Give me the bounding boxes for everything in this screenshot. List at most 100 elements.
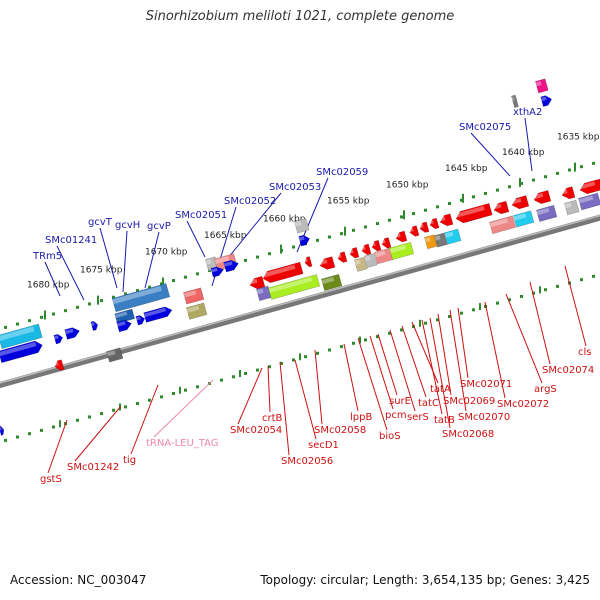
gene-feature[interactable] [186,302,208,320]
gene-feature[interactable] [394,230,408,243]
gene-label[interactable]: gcvT [88,217,113,228]
gene-feature[interactable] [116,318,133,333]
gene-feature[interactable] [564,199,580,216]
scale-ticks: 1680 kbp 1675 kbp 1670 kbp 1665 kbp 1660 kbp… [27,133,600,428]
gene-feature[interactable] [418,221,430,234]
gene-feature[interactable] [511,94,519,109]
gene-label[interactable]: xthA2 [513,107,542,118]
gene-label[interactable]: gcvP [147,221,171,232]
gene-feature[interactable] [64,326,81,340]
gene-feature[interactable] [424,234,438,250]
gene-label[interactable]: SMc02052 [224,196,276,207]
gene-feature[interactable] [354,256,368,272]
gene-feature-gcvP[interactable] [111,283,171,313]
gene-label[interactable]: crtB [262,413,283,424]
gene-feature[interactable] [578,178,600,196]
gene-label[interactable]: SMc01241 [45,235,97,246]
gene-feature[interactable] [268,274,321,300]
gene-feature[interactable] [578,192,600,211]
gene-label[interactable]: SMc02059 [316,167,368,178]
gene-label[interactable]: SMc02072 [497,399,549,410]
gene-feature[interactable] [536,204,558,223]
gene-feature-blue[interactable] [0,339,44,364]
gene-feature[interactable] [513,210,535,228]
gene-feature[interactable] [183,287,205,305]
gene-feature[interactable] [428,217,440,230]
gene-feature[interactable] [256,285,272,302]
gene-label[interactable]: SMc02069 [443,396,495,407]
gene-label[interactable]: tRNA-LEU_TAG [146,438,219,449]
gene-feature[interactable] [298,234,311,247]
gene-feature[interactable] [106,347,124,363]
scale-tick-mark [162,277,164,287]
gene-label[interactable]: tig [123,455,136,466]
gene-feature[interactable] [223,259,240,273]
gene-feature[interactable] [492,200,510,215]
gene-label[interactable]: cls [578,347,592,358]
gene-feature[interactable] [380,237,392,249]
gene-feature[interactable] [321,273,343,292]
gene-label[interactable]: SMc02071 [460,379,512,390]
gene-feature[interactable] [210,265,225,278]
gene-feature[interactable] [0,425,5,436]
gene-feature[interactable] [532,190,552,205]
gene-feature[interactable] [90,320,99,332]
gene-label[interactable]: SMc02074 [542,365,594,376]
gene-label[interactable]: SMc01242 [67,462,119,473]
gene-feature-cyan[interactable] [0,323,43,350]
gene-label[interactable]: tatA [430,384,451,395]
leader-line [314,349,323,425]
gene-feature[interactable] [374,247,394,265]
gene-feature[interactable] [303,256,313,268]
gene-label[interactable]: pcm [385,410,407,421]
gene-feature[interactable] [454,202,493,224]
gene-label[interactable]: surE [389,396,411,407]
gene-feature[interactable] [510,195,530,211]
gene-feature[interactable] [360,243,372,256]
gene-feature[interactable] [261,261,304,284]
gene-label[interactable]: gcvH [115,220,140,231]
gene-feature[interactable] [535,78,549,94]
gene-feature[interactable] [336,251,348,264]
gene-label[interactable]: gstS [40,474,62,485]
gene-label[interactable]: lppB [350,412,372,423]
scale-tick-mark [479,303,481,311]
gene-label[interactable]: serS [407,412,429,423]
gene-feature[interactable] [444,228,462,245]
gene-feature[interactable] [53,359,65,372]
gene-label[interactable]: secD1 [308,440,339,451]
gene-feature[interactable] [489,215,517,235]
gene-label[interactable]: argS [534,384,557,395]
gene-feature[interactable] [318,256,336,271]
gene-label[interactable]: SMc02070 [458,412,510,423]
gene-feature[interactable] [143,305,174,323]
gene-label[interactable]: SMc02068 [442,429,494,440]
gene-feature[interactable] [364,253,378,269]
gene-label[interactable]: TRm5 [32,251,62,262]
gene-label[interactable]: SMc02056 [281,456,333,467]
scale-tick-mark [44,310,46,320]
gene-feature[interactable] [560,186,576,201]
gene-feature[interactable] [438,213,454,228]
gene-feature[interactable] [248,275,266,290]
gene-feature[interactable] [53,333,64,345]
gene-feature[interactable] [434,232,448,248]
gene-label[interactable]: SMc02058 [314,425,366,436]
gene-feature[interactable] [114,308,136,324]
gene-label[interactable]: SMc02054 [230,425,282,436]
gene-label[interactable]: SMc02075 [459,122,511,133]
gene-label[interactable]: SMc02051 [175,210,227,221]
gene-feature[interactable] [408,225,420,238]
gene-feature[interactable] [370,239,382,252]
leader-line [449,309,467,412]
gene-label[interactable]: bioS [379,431,401,442]
gene-feature[interactable] [540,94,553,107]
gene-feature[interactable] [389,241,415,261]
gene-feature[interactable] [294,218,310,234]
gene-feature[interactable] [348,247,360,259]
gene-label[interactable]: SMc02053 [269,182,321,193]
gene-label[interactable]: tatB [434,415,455,426]
gene-feature[interactable] [135,314,146,326]
gene-label[interactable]: tatC [418,398,439,409]
scale-tick-mark [419,319,421,327]
